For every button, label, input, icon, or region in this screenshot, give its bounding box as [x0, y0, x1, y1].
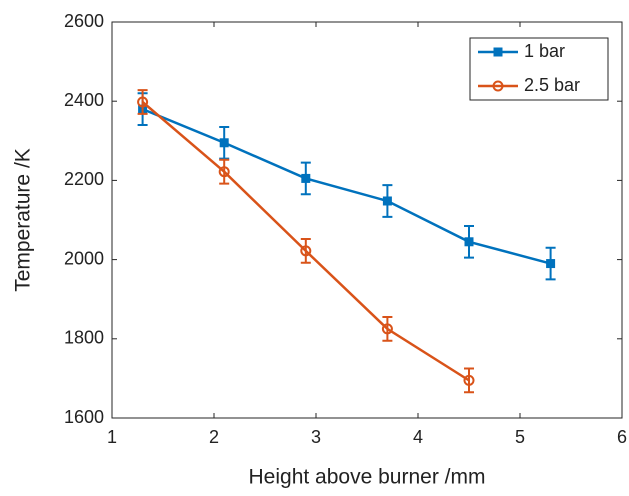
y-tick-label: 2200 [64, 169, 104, 189]
x-tick-label: 6 [617, 427, 627, 447]
data-point [546, 259, 556, 269]
x-tick-label: 3 [311, 427, 321, 447]
x-axis-label: Height above burner /mm [249, 466, 486, 489]
series-line [142, 107, 551, 265]
data-point [300, 245, 312, 257]
y-tick-label: 2000 [64, 248, 104, 268]
legend-label: 2.5 bar [524, 75, 580, 95]
error-bar [219, 158, 230, 185]
data-point [219, 138, 229, 148]
data-point [218, 166, 230, 178]
data-point [381, 323, 393, 335]
y-tick-label: 1800 [64, 328, 104, 348]
y-tick-label: 2400 [64, 90, 104, 110]
data-point [463, 374, 475, 386]
x-tick-label: 1 [107, 427, 117, 447]
error-bar [464, 367, 474, 394]
legend-box [469, 37, 609, 101]
y-tick-label: 2600 [64, 11, 104, 31]
x-tick-label: 5 [515, 427, 525, 447]
data-point [464, 237, 474, 247]
data-point [382, 196, 392, 206]
x-tick-label: 4 [413, 427, 423, 447]
error-bar [382, 316, 393, 342]
y-axis-label: Temperature /K [12, 148, 35, 292]
x-tick-label: 2 [209, 427, 219, 447]
legend-marker [492, 80, 504, 92]
data-point [137, 96, 149, 108]
legend-label: 1 bar [524, 41, 565, 61]
error-bar [300, 238, 311, 264]
error-bar [137, 89, 148, 115]
data-point [301, 173, 311, 183]
plot-frame [111, 21, 623, 419]
y-tick-label: 1600 [64, 407, 104, 427]
legend-marker [493, 47, 503, 57]
